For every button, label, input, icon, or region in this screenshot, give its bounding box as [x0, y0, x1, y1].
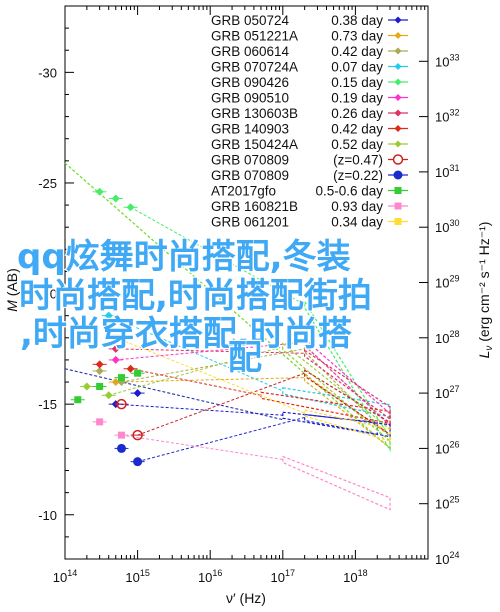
connector-line [115, 337, 305, 414]
y2-tick-label: 1029 [435, 274, 459, 291]
x-tick-label: 1017 [271, 568, 295, 585]
connector-line [108, 315, 283, 392]
legend-value: 0.34 day [331, 215, 383, 230]
legend-value: 0.42 day [331, 122, 383, 137]
xray-band [282, 342, 391, 443]
legend-value: 0.07 day [331, 60, 383, 75]
y-axis-title: M (AB) [4, 268, 20, 312]
legend-label: GRB 130603B [211, 106, 298, 121]
xray-band [304, 349, 391, 421]
connector-line [130, 206, 305, 306]
connector-line [121, 434, 283, 460]
legend-value: 0.42 day [331, 44, 383, 59]
grid [64, 162, 391, 449]
y2-tick-label: 1026 [435, 439, 459, 456]
legend-label: GRB 070724A [211, 60, 298, 75]
y-tick-label: -15 [38, 397, 57, 412]
connector-line [108, 346, 283, 396]
legend-label: GRB 051221A [211, 29, 298, 44]
y2-tick-label: 1024 [435, 550, 459, 567]
legend-label: GRB 060614 [211, 44, 290, 59]
legend-marker [394, 202, 402, 210]
legend-value: 0.15 day [331, 75, 383, 90]
legend-marker [394, 125, 402, 132]
y2-tick-label: 1032 [435, 108, 459, 125]
y-tick-label: -30 [38, 65, 57, 80]
model-line [64, 368, 283, 421]
connector-line [115, 377, 305, 383]
optical-data [70, 187, 145, 467]
legend-marker [392, 154, 404, 165]
legend-value: 0.19 day [331, 91, 383, 106]
legend-label: GRB 050724 [211, 13, 290, 28]
legend-value: 0.5-0.6 day [315, 184, 383, 199]
xray-band [282, 455, 391, 511]
legend-marker [394, 187, 402, 194]
legend-marker [394, 78, 402, 86]
y2-tick-label: 1031 [435, 163, 459, 180]
legend-label: AT2017gfo [211, 184, 276, 199]
legend-label: GRB 070809 [211, 168, 289, 183]
legend-value: (z=0.22) [333, 168, 383, 183]
legend-value: 0.38 day [331, 13, 383, 28]
legend-value: 0.52 day [331, 137, 383, 152]
y2-axis-title: Lν (erg cm⁻² s⁻¹ Hz⁻¹) [476, 222, 495, 359]
legend-value: (z=0.47) [333, 153, 383, 168]
legend-marker [394, 140, 402, 148]
watermark-line-2: 时尚搭配,时尚搭配街拍 [19, 276, 372, 316]
y2-tick-label: 1028 [435, 329, 459, 346]
x-tick-label: 1015 [125, 568, 149, 585]
watermark-line-4: 配 [228, 338, 262, 378]
legend-label: GRB 070809 [211, 153, 289, 168]
legend-marker [394, 94, 402, 101]
y2-tick-label: 1025 [435, 495, 459, 512]
connector-line [137, 416, 305, 463]
y-tick-label: -10 [38, 508, 57, 523]
legend-label: GRB 090510 [211, 91, 289, 106]
legend-marker [394, 63, 402, 70]
legend-marker [394, 47, 402, 55]
connector-line [115, 348, 305, 354]
legend-marker [393, 170, 403, 180]
legend-value: 0.93 day [331, 199, 383, 214]
watermark-line-3: ,时尚穿衣搭配,时尚搭 [20, 314, 352, 354]
legend-marker [394, 16, 402, 24]
model-line [64, 162, 391, 449]
axis-ticks: 1014 1015 1016 1017 1018 -10 -15 -20 -25 -30 1024 1… [38, 6, 459, 585]
connector-line [137, 372, 305, 436]
x-tick-label: 1018 [343, 568, 367, 585]
legend-value: 0.73 day [331, 29, 383, 44]
legend-marker [394, 109, 402, 117]
legend-label: GRB 150424A [211, 137, 298, 152]
legend-value: 0.26 day [331, 106, 383, 121]
legend-marker [394, 218, 402, 225]
legend-label: GRB 061201 [211, 215, 289, 230]
watermark-line-1: qq炫舞时尚搭配,冬装 [17, 237, 351, 277]
connector-line [121, 348, 305, 383]
watermark: qq炫舞时尚搭配,冬装 时尚搭配,时尚搭配街拍 ,时尚穿衣搭配,时尚搭 配 [16, 236, 373, 380]
legend-label: GRB 160821B [211, 199, 298, 214]
y-tick-label: -25 [38, 176, 57, 191]
legend-label: GRB 090426 [211, 75, 289, 90]
xray-bands [108, 206, 391, 511]
x-tick-label: 1014 [53, 568, 77, 585]
connector-line [130, 368, 262, 396]
connector-line [115, 403, 283, 416]
x-tick-label: 1016 [198, 568, 222, 585]
xray-band [304, 409, 391, 442]
y2-tick-label: 1033 [435, 52, 459, 69]
legend-marker [394, 32, 402, 39]
x-axis-title: ν′ (Hz) [226, 590, 266, 606]
y2-tick-label: 1030 [435, 218, 459, 235]
connector-line [115, 341, 305, 361]
y-tick-label: -20 [38, 287, 57, 302]
legend: GRB 050724 0.38 day GRB 051221A 0.73 day GRB… [211, 13, 408, 230]
xray-band [304, 299, 391, 453]
legend-label: GRB 140903 [211, 122, 289, 137]
y2-tick-label: 1027 [435, 384, 459, 401]
